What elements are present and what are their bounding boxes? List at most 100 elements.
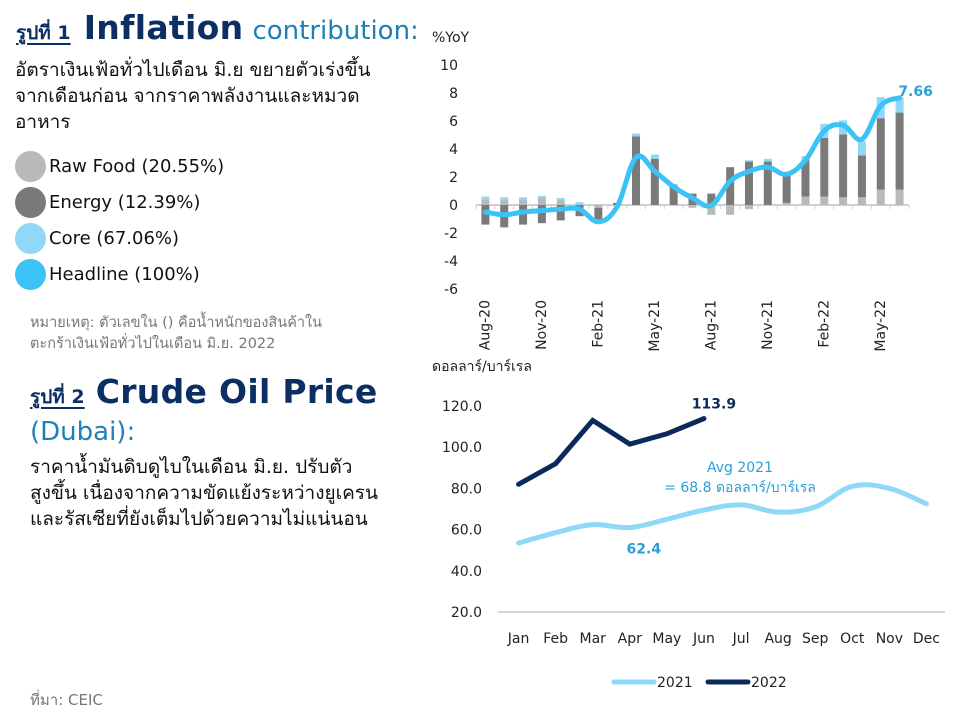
inflation-contribution-chart: 10 8 6 4 2 0 -2 -4 -6 Aug-20 Nov-20 Feb-21 May-21 Au… xyxy=(440,58,933,352)
figure1-description-line: อัตราเงินเฟ้อทั่วไปเดือน มิ.ย ขยายตัวเร่… xyxy=(15,59,371,81)
y-tick-label: 8 xyxy=(449,86,458,102)
bar-energy xyxy=(650,158,659,205)
figure2-unit: ดอลลาร์/บาร์เรล xyxy=(432,359,532,375)
legend-label-2022: 2022 xyxy=(751,675,787,691)
y-tick-label: 20.0 xyxy=(451,605,482,621)
legend-label: Core (67.06%) xyxy=(49,227,180,249)
x-tick-label: Nov-21 xyxy=(760,300,776,350)
bar-energy xyxy=(801,160,810,197)
y-tick-label: 4 xyxy=(449,142,458,158)
bar-raw-food xyxy=(556,200,565,205)
y-tick-label: 2 xyxy=(449,170,458,186)
raw-food-swatch-icon xyxy=(15,150,46,182)
bar-raw-food xyxy=(839,197,848,205)
bar-core xyxy=(556,198,565,201)
figure1-label: รูปที่ 1 xyxy=(16,22,71,44)
bar-energy xyxy=(707,193,716,205)
headline-swatch-icon xyxy=(15,258,46,290)
bar-raw-food xyxy=(707,205,716,215)
x-tick-label: May-22 xyxy=(873,300,889,352)
figure2-title-main: Crude Oil Price xyxy=(95,372,378,411)
bar-core xyxy=(500,197,509,201)
bar-raw-food xyxy=(895,189,904,205)
figure1-description: อัตราเงินเฟ้อทั่วไปเดือน มิ.ย ขยายตัวเร่… xyxy=(15,57,370,135)
figure2-label: รูปที่ 2 xyxy=(30,386,85,408)
figure2-description: ราคาน้ำมันดิบดูไบในเดือน มิ.ย. ปรับตัว ส… xyxy=(30,454,378,532)
legend-item-energy: Energy (12.39%) xyxy=(15,184,224,220)
bar-raw-food xyxy=(857,197,866,205)
bar-energy xyxy=(726,167,735,205)
bar-raw-food xyxy=(782,202,791,205)
bar-raw-food xyxy=(500,200,509,205)
x-tick-label: Oct xyxy=(840,631,865,647)
bar-raw-food xyxy=(726,205,735,215)
note-line: หมายเหตุ: ตัวเลขใน () คือน้ำหนักของสินค้… xyxy=(30,315,323,331)
figure2-description-line: สูงขึ้น เนื่องจากความขัดแย้งระหว่างยูเคร… xyxy=(30,482,379,504)
bar-energy xyxy=(537,205,546,224)
x-tick-label: Feb-21 xyxy=(590,300,606,348)
figure2-description-line: ราคาน้ำมันดิบดูไบในเดือน มิ.ย. ปรับตัว xyxy=(30,456,353,478)
legend-item-raw-food: Raw Food (20.55%) xyxy=(15,148,224,184)
x-tick-label: Sep xyxy=(802,631,829,647)
bar-core xyxy=(895,97,904,113)
y-tick-label: 60.0 xyxy=(451,523,482,539)
figure2-title-sub: (Dubai): xyxy=(30,417,136,447)
figure2-description-line: และรัสเซียที่ยังเต็มไปด้วยความไม่แน่นอน xyxy=(30,508,368,530)
x-tick-label: Nov xyxy=(876,631,903,647)
y-tick-label: -2 xyxy=(444,226,458,242)
bar-raw-food xyxy=(688,205,697,208)
bar-raw-food xyxy=(744,205,753,210)
y-tick-label: 10 xyxy=(440,58,458,74)
figure1-description-line: อาหาร xyxy=(15,111,71,133)
x-tick-label: May-21 xyxy=(647,300,663,352)
figure1-note: หมายเหตุ: ตัวเลขใน () คือน้ำหนักของสินค้… xyxy=(30,313,322,355)
oil-2022-value-label: 113.9 xyxy=(692,397,736,413)
bar-energy xyxy=(669,185,678,205)
avg-2021-label: Avg 2021 xyxy=(707,460,773,476)
bar-raw-food xyxy=(594,205,603,208)
bar-raw-food xyxy=(481,199,490,205)
bar-core xyxy=(650,154,659,159)
bar-energy xyxy=(481,205,490,225)
oil-line-2021 xyxy=(516,482,929,546)
legend-label: Energy (12.39%) xyxy=(49,191,201,213)
bar-energy xyxy=(895,112,904,190)
x-tick-label: Feb xyxy=(543,631,568,647)
x-tick-label: Dec xyxy=(913,631,940,647)
legend-label-2021: 2021 xyxy=(657,675,693,691)
bar-core xyxy=(707,193,716,194)
x-tick-label: Nov-20 xyxy=(534,300,550,350)
figure2-title: รูปที่ 2 Crude Oil Price xyxy=(30,372,378,412)
source-note: ที่มา: CEIC xyxy=(30,691,103,709)
headline-value-label: 7.66 xyxy=(898,84,933,100)
y-tick-label: 80.0 xyxy=(451,481,482,497)
x-tick-label: Mar xyxy=(579,631,606,647)
y-tick-label: 120.0 xyxy=(442,399,482,415)
bar-energy xyxy=(820,137,829,197)
bar-raw-food xyxy=(801,196,810,205)
legend-label: Raw Food (20.55%) xyxy=(49,155,225,177)
x-tick-label: Aug-21 xyxy=(703,300,719,350)
y-tick-label: 40.0 xyxy=(451,564,482,580)
bar-core xyxy=(857,141,866,156)
bar-energy xyxy=(876,118,885,190)
bar-core xyxy=(632,133,641,137)
bar-energy xyxy=(744,161,753,205)
bar-core xyxy=(481,196,490,200)
oil-2021-value-label: 62.4 xyxy=(627,542,662,558)
bar-energy xyxy=(763,161,772,205)
bar-core xyxy=(744,160,753,162)
bar-energy xyxy=(782,172,791,203)
bar-energy xyxy=(556,205,565,221)
bar-energy xyxy=(839,134,848,198)
figure1-title-main: Inflation xyxy=(83,8,244,47)
y-tick-label: 6 xyxy=(449,114,458,130)
avg-2021-value: = 68.8 ดอลลาร์/บาร์เรล xyxy=(664,479,816,496)
x-tick-label: Aug-20 xyxy=(477,300,493,350)
legend-label: Headline (100%) xyxy=(49,263,200,285)
y-tick-label: 0 xyxy=(449,198,458,214)
x-tick-label: Aug xyxy=(764,631,791,647)
figure1-legend: Raw Food (20.55%) Energy (12.39%) Core (… xyxy=(15,148,224,292)
figure1-title-sub: contribution: xyxy=(252,16,419,46)
crude-oil-price-chart: 120.0 100.0 80.0 60.0 40.0 20.0 Jan Feb Mar Apr M… xyxy=(442,397,945,691)
